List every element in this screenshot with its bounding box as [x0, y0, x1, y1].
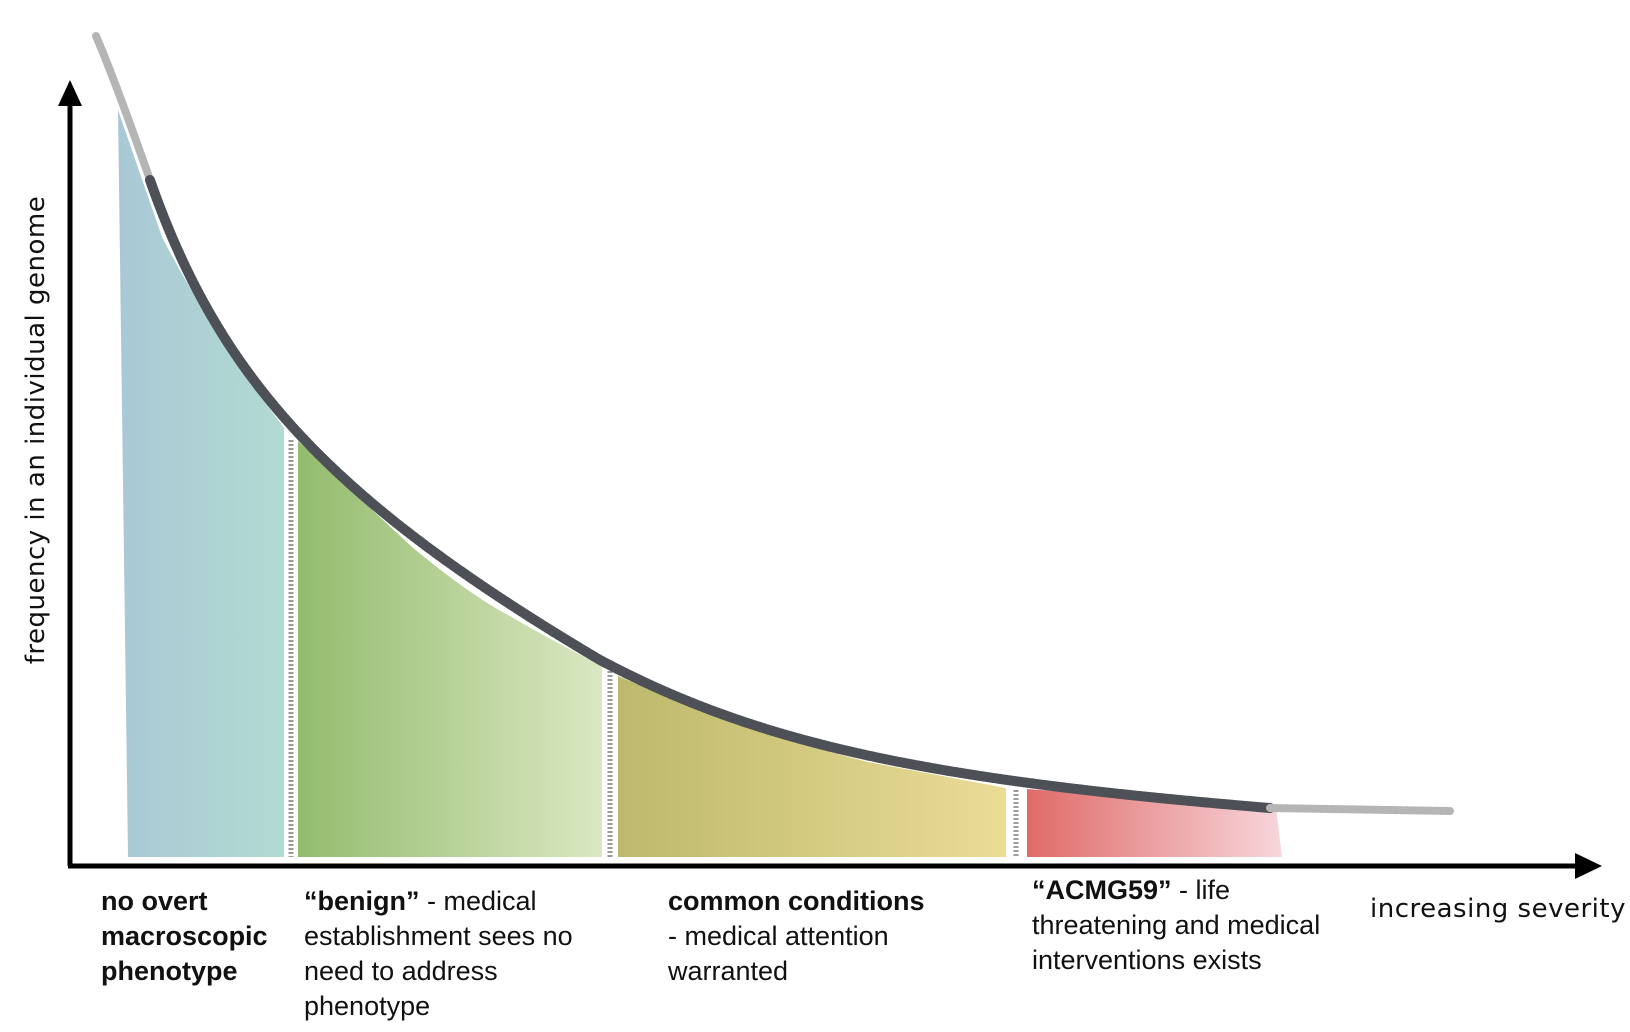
region-common: [618, 676, 1006, 857]
frequency-curve-tail-end: [1266, 804, 1454, 815]
region-label-no-overt: no overt macroscopic phenotype: [101, 884, 301, 989]
x-axis-label: increasing severity: [1370, 894, 1626, 924]
frequency-curve-tail-start: [92, 32, 154, 184]
y-axis-arrow: [58, 80, 82, 106]
region-benign: [298, 441, 602, 857]
region-label-text: - life threatening and medical intervent…: [1032, 875, 1321, 975]
region-label-bold: no overt macroscopic phenotype: [101, 886, 268, 986]
region-label-acmg: “ACMG59” - life threatening and medical …: [1032, 873, 1332, 978]
region-label-text: - medical establishment sees no need to …: [304, 886, 573, 1021]
y-axis-label: frequency in an individual genome: [21, 195, 51, 665]
region-label-benign: “benign” - medical establishment sees no…: [304, 884, 624, 1024]
region-label-bold: “ACMG59”: [1032, 875, 1172, 905]
region-label-common: common conditions - medical attention war…: [668, 884, 968, 989]
region-label-bold: common conditions: [668, 886, 925, 916]
frequency-curve: [145, 175, 1275, 813]
region-no-overt: [118, 110, 284, 857]
x-axis-arrow: [1575, 853, 1602, 879]
region-label-bold: “benign”: [304, 886, 420, 916]
region-label-text: - medical attention warranted: [668, 921, 889, 986]
